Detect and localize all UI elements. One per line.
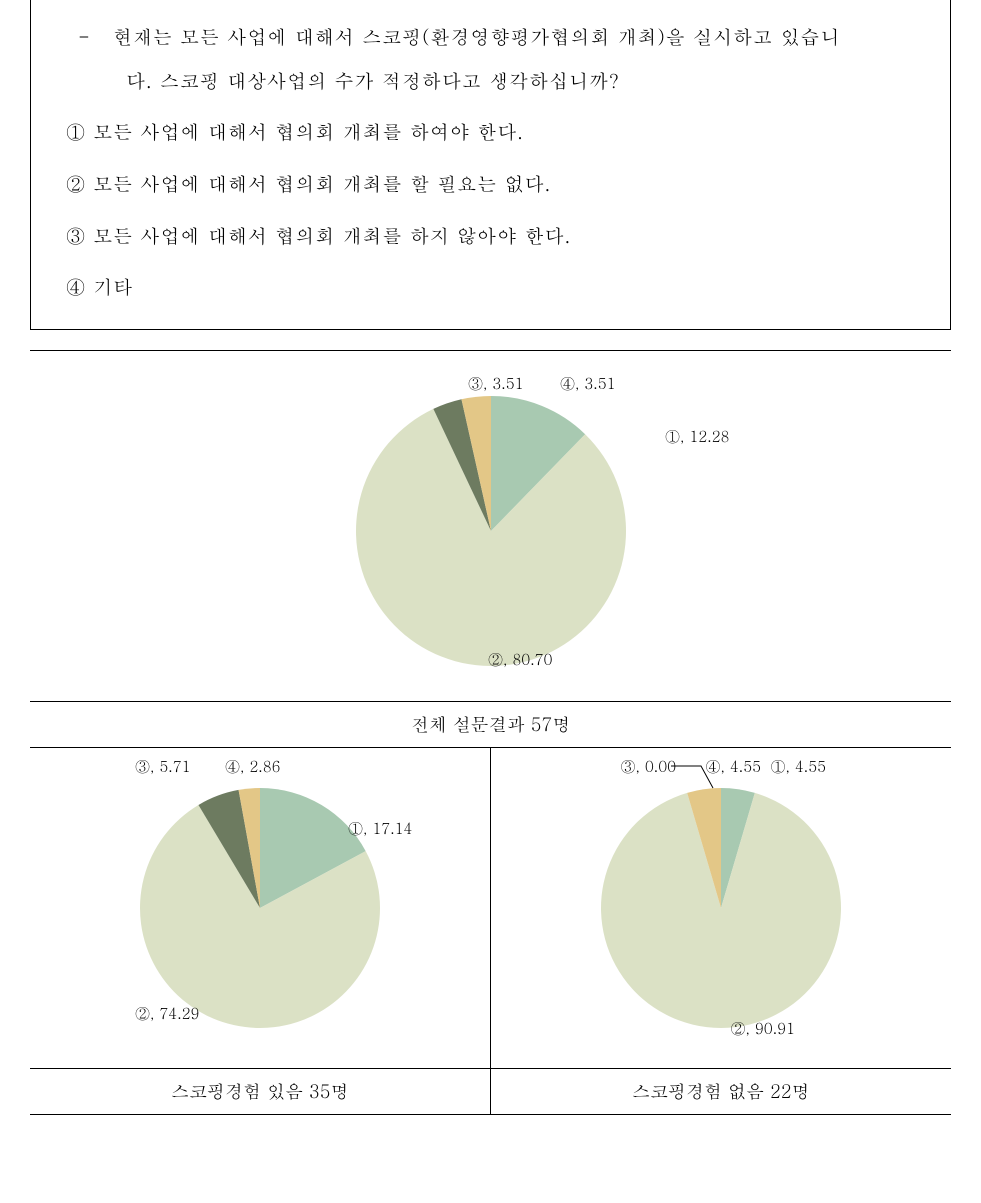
bottom-charts-row: ④, 2.86 ③, 5.71 ①, 17.14 ②, 74.29 ④, 4.5… [30, 748, 951, 1068]
question-box: - 현재는 모든 사업에 대해서 스코핑(환경영향평가협의회 개최)을 실시하고… [30, 0, 951, 330]
opt-num-4: ④ [66, 273, 86, 300]
opt-num-1: ① [66, 118, 86, 145]
pie-main-label-1: ①, 12.28 [665, 426, 730, 447]
pie-main-label-4: ④, 3.51 [560, 373, 616, 394]
bottom-caption-row: 스코핑경험 있음 35명 스코핑경험 없음 22명 [30, 1068, 951, 1115]
chart-right-container: ④, 4.55 ①, 4.55 ③, 0.00 ②, 90.91 [491, 748, 952, 1068]
pie-right-leader [491, 748, 951, 1068]
question-text-line1: - 현재는 모든 사업에 대해서 스코핑(환경영향평가협의회 개최)을 실시하고… [56, 15, 925, 59]
pie-left-label-3: ③, 5.71 [135, 756, 191, 777]
pie-main-label-2: ②, 80.70 [488, 649, 553, 670]
bullet-dash: - [78, 23, 91, 50]
pie-main-label-3: ③, 3.51 [468, 373, 524, 394]
opt-text-1: 모든 사업에 대해서 협의회 개최를 하여야 한다. [93, 118, 524, 145]
chart-main-container: ④, 3.51 ③, 3.51 ①, 12.28 ②, 80.70 [0, 361, 981, 701]
q-text-1: 현재는 모든 사업에 대해서 스코핑(환경영향평가협의회 개최)을 실시하고 있… [113, 23, 841, 50]
opt-num-3: ③ [66, 222, 86, 249]
question-option-3: ③ 모든 사업에 대해서 협의회 개최를 하지 않아야 한다. [56, 214, 925, 258]
pie-left-label-2: ②, 74.29 [135, 1003, 200, 1024]
pie-chart-main [331, 371, 651, 691]
caption-right: 스코핑경험 없음 22명 [491, 1069, 952, 1114]
question-text-line2: 다. 스코핑 대상사업의 수가 적정하다고 생각하십니까? [56, 59, 925, 103]
divider-top [30, 350, 951, 351]
caption-main: 전체 설문결과 57명 [30, 701, 951, 748]
pie-left-label-1: ①, 17.14 [348, 818, 413, 839]
question-option-4: ④ 기타 [56, 265, 925, 309]
question-option-1: ① 모든 사업에 대해서 협의회 개최를 하여야 한다. [56, 110, 925, 154]
opt-text-4: 기타 [93, 273, 133, 300]
opt-num-2: ② [66, 170, 86, 197]
opt-text-2: 모든 사업에 대해서 협의회 개최를 할 필요는 없다. [93, 170, 551, 197]
question-option-2: ② 모든 사업에 대해서 협의회 개최를 할 필요는 없다. [56, 162, 925, 206]
chart-left-container: ④, 2.86 ③, 5.71 ①, 17.14 ②, 74.29 [30, 748, 491, 1068]
caption-left: 스코핑경험 있음 35명 [30, 1069, 491, 1114]
opt-text-3: 모든 사업에 대해서 협의회 개최를 하지 않아야 한다. [93, 222, 571, 249]
pie-left-label-4: ④, 2.86 [225, 756, 281, 777]
